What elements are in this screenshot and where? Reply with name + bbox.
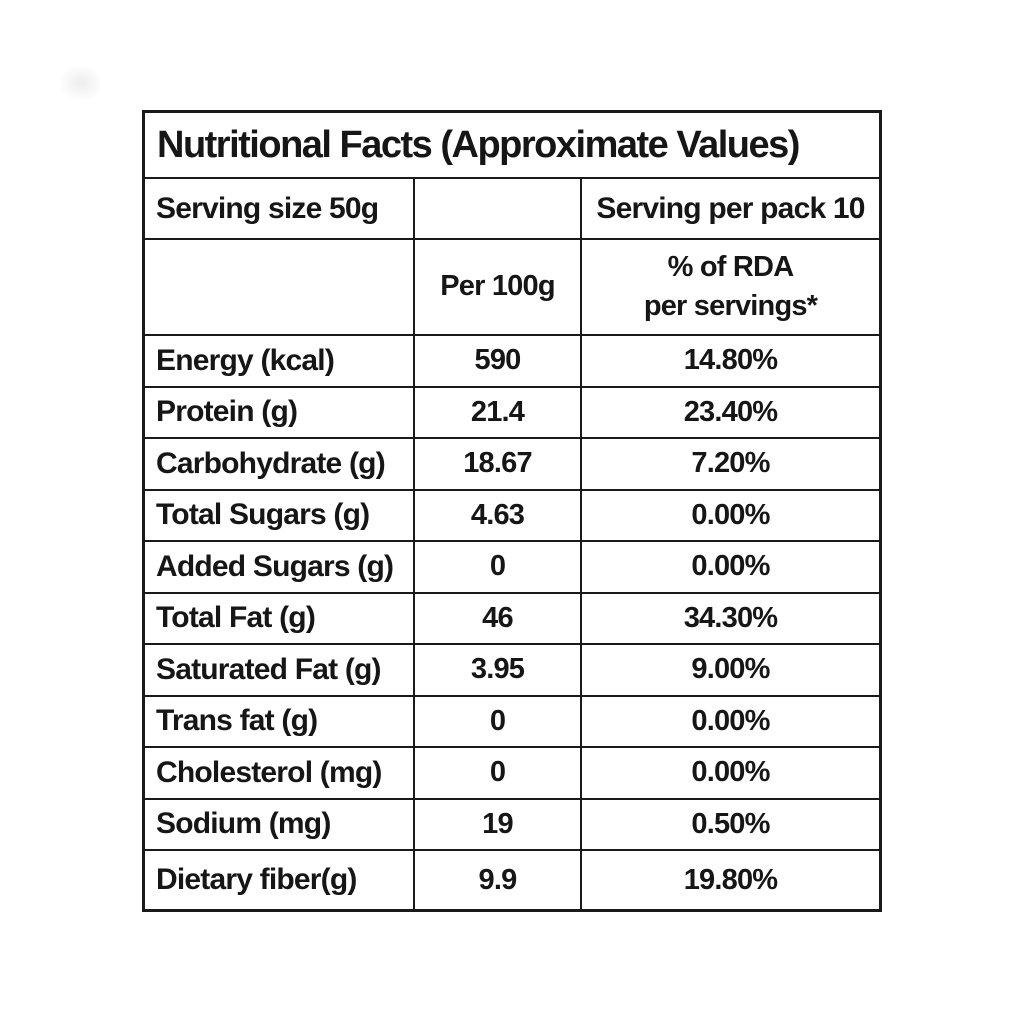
per100g-value-saturated-fat: 3.95: [413, 643, 580, 695]
nutrient-label-energy: Energy (kcal): [145, 334, 413, 386]
nutrient-label-total-sugars: Total Sugars (g): [145, 488, 413, 541]
per100g-value-added-sugars: 0: [413, 540, 580, 592]
nutrient-label-added-sugars: Added Sugars (g): [145, 540, 413, 592]
rda-header-line2: per servings*: [643, 290, 818, 322]
rda-value-saturated-fat: 9.00%: [580, 643, 879, 695]
table-title: Nutritional Facts (Approximate Values): [157, 123, 800, 166]
header-empty-cell: [145, 238, 413, 334]
rda-value-sodium: 0.50%: [580, 797, 879, 849]
rda-value-added-sugars: 0.00%: [580, 540, 879, 592]
per100g-value-carbohydrate: 18.67: [413, 437, 580, 489]
serving-row-empty-cell: [413, 177, 580, 238]
nutrient-label-total-fat: Total Fat (g): [145, 591, 413, 644]
nutrient-label-dietary-fiber: Dietary fiber(g): [145, 849, 413, 909]
scan-smudge: [58, 64, 104, 102]
per100g-value-cholesterol: 0: [413, 746, 580, 798]
nutrient-label-protein: Protein (g): [145, 385, 413, 438]
rda-value-trans-fat: 0.00%: [580, 694, 879, 746]
nutrient-label-cholesterol: Cholesterol (mg): [145, 746, 413, 798]
per100g-value-energy: 590: [413, 334, 580, 386]
per100g-value-sodium: 19: [413, 797, 580, 849]
nutrition-facts-table: Nutritional Facts (Approximate Values) S…: [142, 110, 882, 912]
serving-size: Serving size 50g: [145, 177, 413, 238]
rda-value-energy: 14.80%: [580, 334, 879, 386]
rda-value-carbohydrate: 7.20%: [580, 437, 879, 489]
per100g-value-dietary-fiber: 9.9: [413, 849, 580, 909]
rda-value-protein: 23.40%: [580, 385, 879, 437]
nutrient-label-sodium: Sodium (mg): [145, 797, 413, 850]
per100g-value-total-fat: 46: [413, 591, 580, 643]
per100g-value-protein: 21.4: [413, 385, 580, 437]
rda-value-total-sugars: 0.00%: [580, 488, 879, 540]
column-header-per100g: Per 100g: [413, 238, 580, 334]
per100g-value-total-sugars: 4.63: [413, 488, 580, 540]
per100g-value-trans-fat: 0: [413, 694, 580, 746]
rda-value-cholesterol: 0.00%: [580, 746, 879, 798]
column-header-rda: % of RDA per servings*: [580, 238, 879, 334]
rda-value-total-fat: 34.30%: [580, 591, 879, 643]
nutrient-label-carbohydrate: Carbohydrate (g): [145, 437, 413, 489]
nutrient-label-trans-fat: Trans fat (g): [145, 694, 413, 747]
nutrient-label-saturated-fat: Saturated Fat (g): [145, 643, 413, 695]
serving-per-pack: Serving per pack 10: [580, 177, 879, 238]
rda-header-line1: % of RDA: [667, 250, 795, 283]
rda-value-dietary-fiber: 19.80%: [580, 849, 879, 909]
